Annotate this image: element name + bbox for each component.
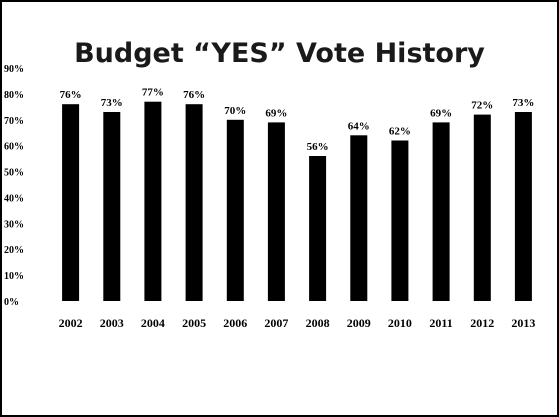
y-tick-label: 50% xyxy=(4,168,24,179)
y-tick-label: 80% xyxy=(4,90,24,101)
x-tick-label: 2004 xyxy=(141,316,165,330)
y-tick-label: 20% xyxy=(4,245,24,256)
bar xyxy=(144,101,162,301)
x-tick-label: 2013 xyxy=(511,316,535,330)
y-tick-label: 0% xyxy=(4,297,19,308)
bar xyxy=(309,156,327,301)
bar xyxy=(267,122,285,302)
bar xyxy=(103,112,121,301)
data-label: 56% xyxy=(307,141,329,153)
data-label: 69% xyxy=(430,107,452,119)
bar xyxy=(432,122,450,302)
y-tick-label: 70% xyxy=(4,116,24,127)
data-label: 70% xyxy=(224,105,246,117)
x-tick-label: 2008 xyxy=(306,316,330,330)
bar xyxy=(473,114,491,301)
data-label: 69% xyxy=(265,107,287,119)
x-axis: 2002 2003 2004 2005 2006 2007 2008 2009 2010 2011… xyxy=(59,316,536,330)
x-tick-label: 2003 xyxy=(100,316,124,330)
x-tick-label: 2010 xyxy=(388,316,412,330)
bar xyxy=(62,104,80,301)
y-tick-label: 30% xyxy=(4,219,24,230)
data-label: 64% xyxy=(348,120,370,132)
bar xyxy=(185,104,203,301)
data-label: 73% xyxy=(101,97,123,109)
data-label: 73% xyxy=(512,97,534,109)
data-label: 76% xyxy=(183,89,205,101)
x-tick-label: 2005 xyxy=(182,316,206,330)
bar xyxy=(514,112,532,301)
data-label: 76% xyxy=(60,89,82,101)
y-tick-label: 40% xyxy=(4,193,24,204)
data-label: 72% xyxy=(471,100,493,112)
y-axis: 0% 10% 20% 30% 40% 50% 60% 70% 80% 90% xyxy=(4,64,24,308)
bar xyxy=(391,140,409,301)
x-tick-label: 2007 xyxy=(264,316,288,330)
x-tick-label: 2009 xyxy=(347,316,371,330)
y-tick-label: 10% xyxy=(4,271,24,282)
bar xyxy=(226,119,244,301)
x-tick-label: 2006 xyxy=(223,316,247,330)
x-tick-label: 2011 xyxy=(429,316,452,330)
y-tick-label: 90% xyxy=(4,64,24,75)
x-tick-label: 2012 xyxy=(470,316,494,330)
data-label: 77% xyxy=(142,87,164,99)
data-label: 62% xyxy=(389,126,411,138)
bar xyxy=(350,135,368,301)
chart-title: Budget “YES” Vote History xyxy=(74,38,485,69)
x-tick-label: 2002 xyxy=(59,316,83,330)
bars: 76% 73% 77% 76% 70% 69% 56% 64% 62% 69% 72% 73% xyxy=(60,87,534,302)
y-tick-label: 60% xyxy=(4,142,24,153)
